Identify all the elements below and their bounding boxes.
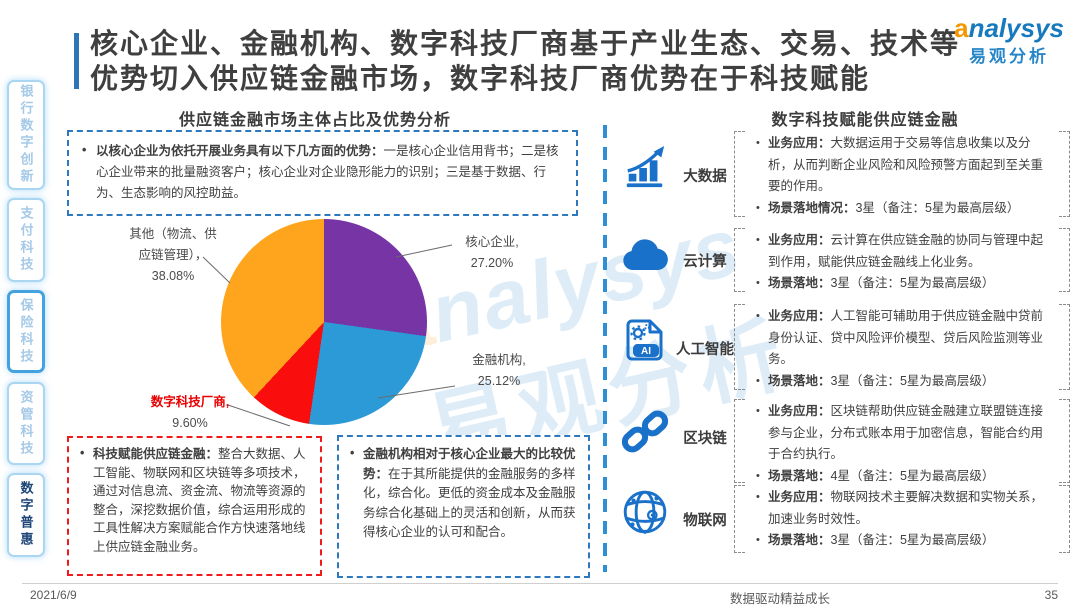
label-connector-lines (202, 244, 456, 427)
connector-digital (227, 404, 291, 427)
tech-label-ai: 人工智能 (676, 342, 734, 358)
tech-note-body: 整合大数据、人工智能、物联网和区块链等多项技术，通过对信息流、资金流、物流等资源… (93, 447, 306, 554)
tech-empower-note: 科技赋能供应链金融：整合大数据、人工智能、物联网和区块链等多项技术，通过对信息流… (67, 436, 322, 576)
column-divider (603, 125, 607, 572)
svg-text:AI: AI (641, 346, 651, 357)
connector-finance (377, 385, 456, 399)
footer-slogan: 数据驱动精益成长 (729, 592, 830, 606)
footer-divider (22, 583, 1058, 584)
page-title-line1: 核心企业、金融机构、数字科技厂商基于产业生态、交易、技 (90, 28, 901, 59)
tech-bullets-cloud: 业务应用：云计算在供应链金融的协同与管理中起到作用，赋能供应链金融线上化业务。 … (734, 226, 1070, 294)
core-enterprise-note: 以核心企业为依托开展业务具有以下几方面的优势：一是核心企业信用背书；二是核心企业… (67, 130, 578, 216)
tech-label-big-data: 大数据 (683, 169, 727, 185)
chain-link-icon (620, 405, 670, 462)
sidebar-item-payment-tech[interactable]: 支付科技 (7, 198, 45, 282)
tech-row-ai: AI 人工智能 业务应用：人工智能可辅助用于供应链金融中贷前身份认证、贷中风险评… (612, 302, 1072, 392)
pie-label-financial-institution: 金融机构, 25.12% (472, 353, 526, 388)
pie-label-other: 其他（物流、供 应链管理）， 38.08% (129, 227, 217, 283)
tech-row-blockchain: 区块链 业务应用：区块链帮助供应链金融建立联盟链连接参与企业，分布式账本用于加密… (612, 397, 1072, 487)
core-note-body: 一是核心企业信用背书；二是核心企业带来的批量融资客户；核心企业对企业隐形能力的识… (96, 144, 559, 200)
connector-other (202, 256, 231, 284)
logo-brand-en: analysys (954, 13, 1064, 43)
finance-note-body: 在于其所能提供的金融服务的多样化，综合化。更低的资金成本及金融服务综合化基础上的… (363, 466, 576, 540)
finance-note-lead: 金融机构相对于核心企业最大的比较优势： (363, 447, 576, 481)
sidebar-item-bank-digital-innovation[interactable]: 银行数字创新 (7, 80, 45, 190)
sidebar-item-digital-inclusion[interactable]: 数字普惠 (7, 473, 45, 557)
pie-chart (221, 219, 427, 425)
footer-date: 2021/6/9 (30, 588, 77, 602)
sidebar-item-insurance-tech[interactable]: 保险科技 (7, 290, 45, 373)
bar-chart-growth-icon (620, 145, 670, 196)
cloud-icon (620, 232, 670, 279)
digital-tech-section-heading: 数字科技赋能供应链金融 (771, 112, 959, 129)
tech-row-cloud: 云计算 业务应用：云计算在供应链金融的协同与管理中起到作用，赋能供应链金融线上化… (612, 226, 1072, 294)
pie-label-digital-tech-vendor: 数字科技厂商, 9.60% (150, 395, 230, 430)
analysys-logo: analysys 易观分析 (954, 14, 1064, 67)
globe-network-icon (620, 487, 670, 542)
tech-bullets-big-data: 业务应用：大数据运用于交易等信息收集以及分析，从而判断企业风险和风险预警方面起到… (734, 129, 1070, 219)
connector-core (395, 244, 453, 258)
tech-note-lead: 科技赋能供应链金融： (93, 447, 219, 461)
ai-document-icon: AI (620, 316, 670, 369)
tech-bullets-iot: 业务应用：物联网技术主要解决数据和实物关系，加速业务时效性。 场景落地：3星（备… (734, 483, 1070, 555)
tech-label-blockchain: 区块链 (683, 431, 727, 447)
tech-row-iot: 物联网 业务应用：物联网技术主要解决数据和实物关系，加速业务时效性。 场景落地：… (612, 483, 1072, 555)
page-number: 35 (1044, 588, 1058, 602)
logo-brand-cn: 易观分析 (969, 47, 1050, 66)
pie-label-core-enterprise: 核心企业, 27.20% (465, 235, 519, 270)
core-note-lead: 以核心企业为依托开展业务具有以下几方面的优势： (96, 144, 384, 158)
page-title-line2: 术等优势切入供应链金融市场，数字科技厂商优势在于科技赋能 (90, 28, 961, 94)
tech-row-big-data: 大数据 业务应用：大数据运用于交易等信息收集以及分析，从而判断企业风险和风险预警… (612, 129, 1072, 219)
title-accent-bar (74, 33, 79, 89)
tech-bullets-blockchain: 业务应用：区块链帮助供应链金融建立联盟链连接参与企业，分布式账本用于加密信息，智… (734, 397, 1070, 487)
financial-institution-note: 金融机构相对于核心企业最大的比较优势：在于其所能提供的金融服务的多样化，综合化。… (337, 435, 590, 578)
tech-bullets-ai: 业务应用：人工智能可辅助用于供应链金融中贷前身份认证、贷中风险评价模型、贷后风险… (734, 302, 1070, 392)
tech-label-cloud: 云计算 (683, 254, 727, 270)
page-title: 核心企业、金融机构、数字科技厂商基于产业生态、交易、技术等优势切入供应链金融市场… (90, 26, 970, 96)
pie-chart-area: 其他（物流、供 应链管理）， 38.08% 核心企业, 27.20% 金融机构,… (65, 218, 595, 436)
tech-label-iot: 物联网 (683, 513, 727, 529)
sidebar-item-asset-mgmt-tech[interactable]: 资管科技 (7, 382, 45, 465)
market-section-heading: 供应链金融市场主体占比及优势分析 (178, 112, 451, 129)
